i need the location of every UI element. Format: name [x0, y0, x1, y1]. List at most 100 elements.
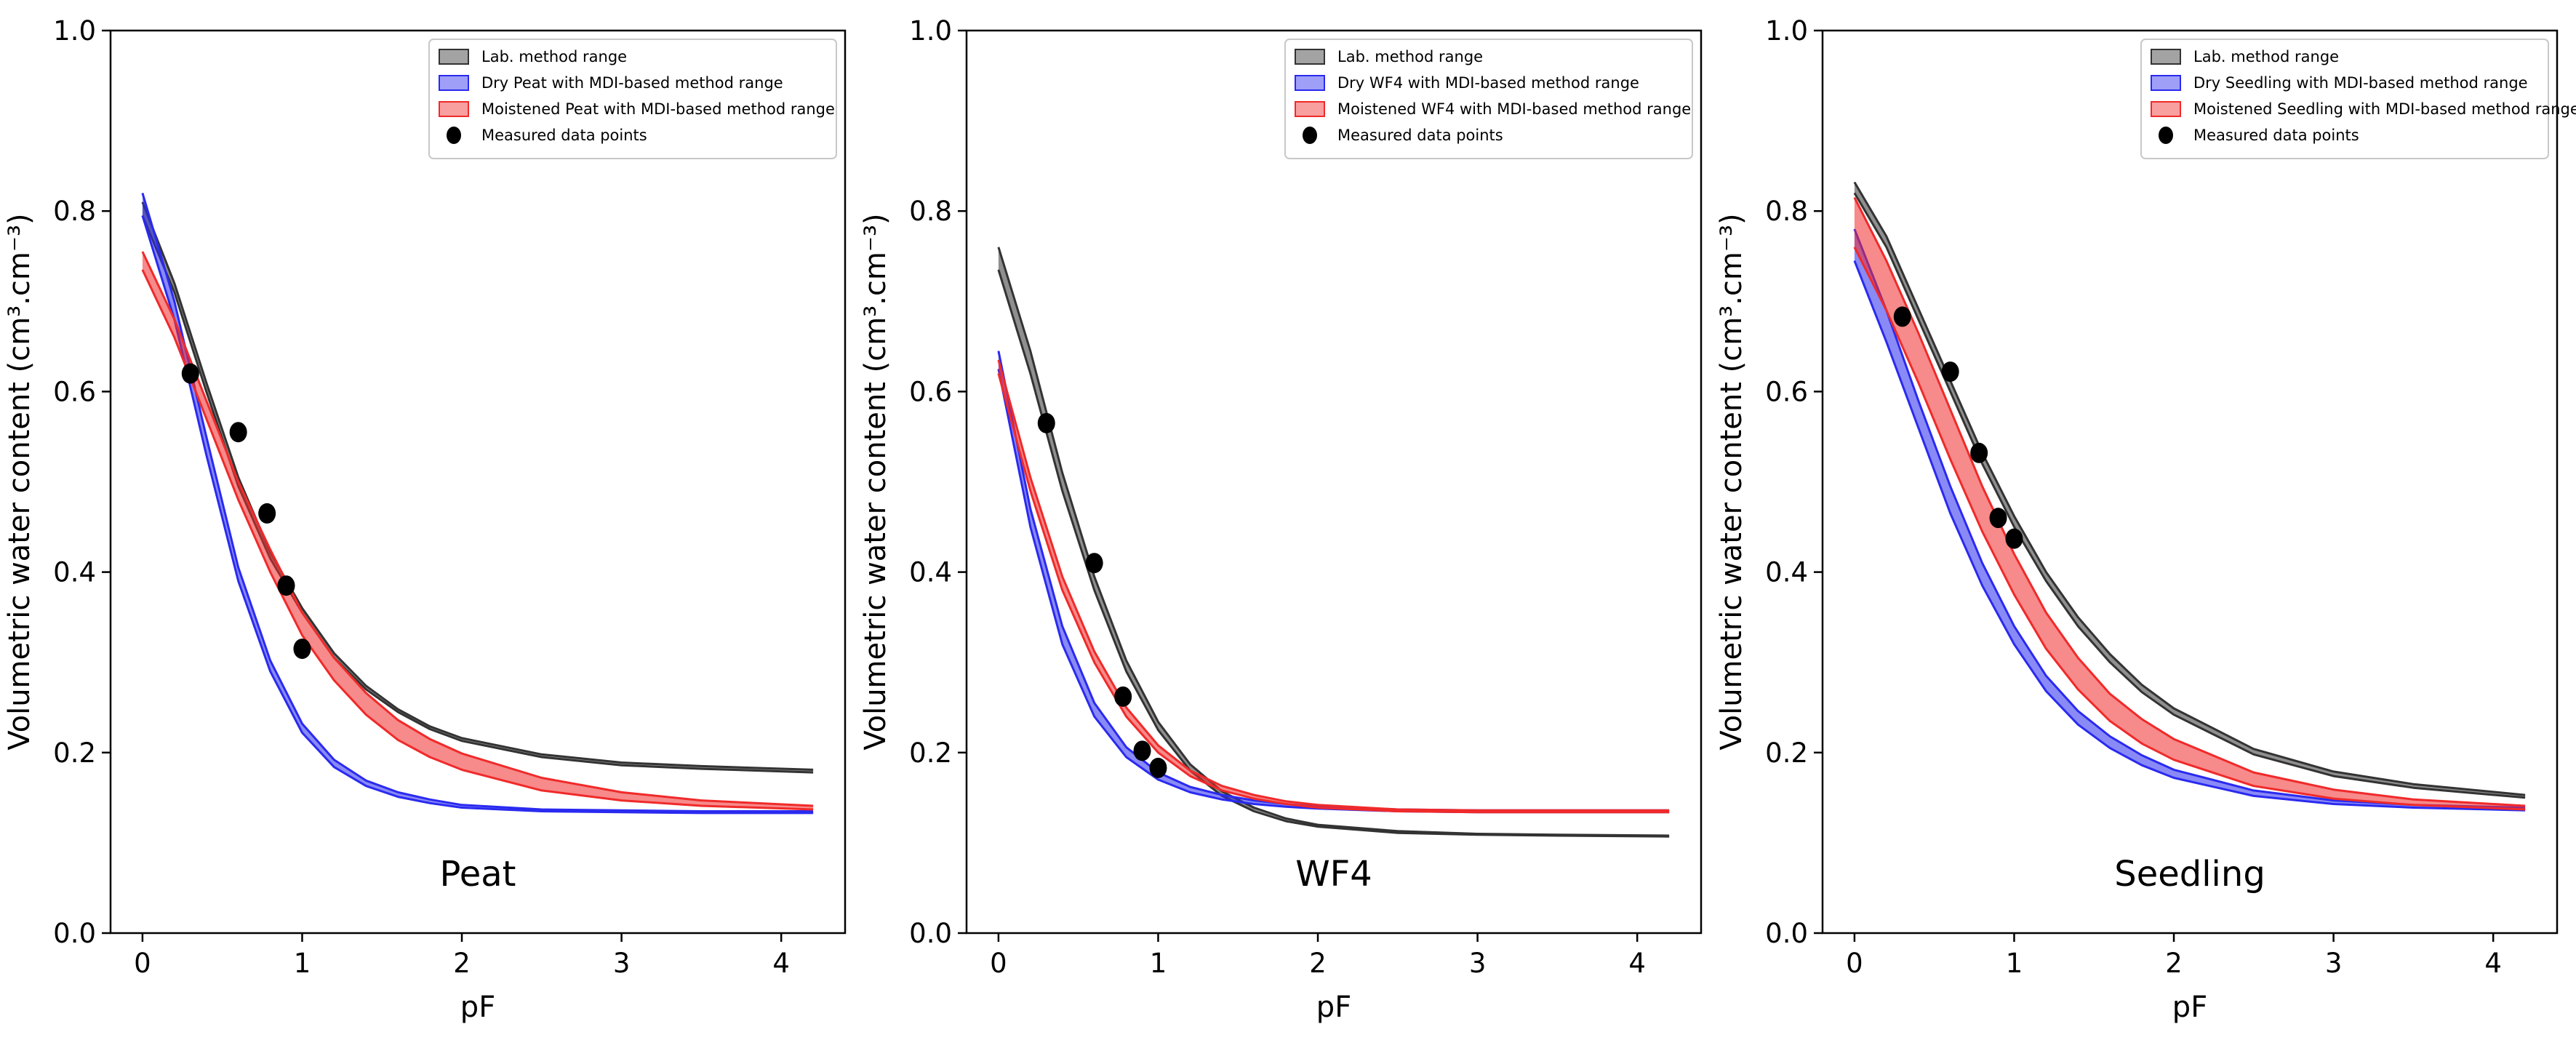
- measured-data-point: [1893, 306, 1911, 327]
- legend-box: [428, 39, 837, 159]
- legend-box: [2140, 39, 2549, 159]
- measured-data-point: [1989, 508, 2007, 529]
- y-tick-label: 0.0: [53, 918, 96, 949]
- legend-box: [1284, 39, 1693, 159]
- legend-label-points: Measured data points: [481, 127, 647, 144]
- legend-swatch-lab: [2151, 49, 2181, 65]
- chart-panel-wf4: 0 1 2 3 4 0.0 0.2 0.4 0.6 0.8 1.0 pF Volumetric wate…: [859, 15, 1703, 1024]
- measured-data-point: [258, 503, 276, 524]
- y-tick-label: 0.4: [1765, 557, 1808, 588]
- y-tick-label: 1.0: [1765, 15, 1808, 47]
- moist-range-lower-line: [997, 373, 1670, 814]
- plot-frame: [109, 29, 847, 935]
- measured-data-point: [2005, 528, 2023, 549]
- y-tick-label: 0.8: [53, 196, 96, 227]
- y-tick-label: 0.8: [909, 196, 952, 227]
- y-tick-label: 0.8: [1765, 196, 1808, 227]
- y-tick-label: 1.0: [53, 15, 96, 47]
- legend-swatch-moist: [2151, 101, 2181, 117]
- y-tick-label: 0.6: [1765, 376, 1808, 407]
- dry-range-upper-line: [141, 192, 814, 812]
- legend-swatch-dry: [1295, 75, 1325, 91]
- y-tick-label: 0.2: [909, 737, 952, 769]
- legend: Lab. method range Dry Seedling with MDI-b…: [2140, 39, 2576, 159]
- x-tick-label: 2: [453, 948, 471, 979]
- y-axis-label: Volumetric water content (cm³.cm⁻³): [3, 213, 36, 750]
- plot-frame: [965, 29, 1703, 935]
- measured-data-point: [1085, 553, 1103, 574]
- legend-label-lab: Lab. method range: [2193, 48, 2339, 65]
- moist-range-band: [1854, 197, 2526, 810]
- x-tick-label: 2: [2165, 948, 2183, 979]
- x-tick-label: 0: [990, 948, 1007, 979]
- measured-data-point: [1133, 740, 1151, 761]
- plot-frame: [1821, 29, 2559, 935]
- y-tick-label: 0.6: [909, 376, 952, 407]
- legend-label-dry: Dry Seedling with MDI-based method range: [2193, 74, 2528, 92]
- y-tick-label: 0.4: [53, 557, 96, 588]
- x-tick-label: 0: [134, 948, 151, 979]
- measured-data-point: [277, 575, 295, 596]
- moist-range-upper-line: [141, 251, 814, 807]
- x-tick-label: 3: [2325, 948, 2343, 979]
- legend-label-points: Measured data points: [1337, 127, 1503, 144]
- measured-data-point: [293, 639, 311, 660]
- y-tick-label: 0.0: [909, 918, 952, 949]
- legend-swatch-dry: [2151, 75, 2181, 91]
- measured-data-point: [1037, 412, 1055, 433]
- measured-data-point: [1970, 442, 1988, 463]
- y-tick-label: 0.2: [1765, 737, 1808, 769]
- panel-label: WF4: [1295, 854, 1372, 895]
- y-tick-label: 0.0: [1765, 918, 1808, 949]
- moist-range-upper-line: [997, 359, 1670, 812]
- measured-data-point: [1941, 361, 1959, 383]
- dry-range-lower-line: [141, 215, 814, 815]
- x-tick-label: 1: [294, 948, 311, 979]
- x-axis-label: pF: [460, 991, 495, 1024]
- moist-range-lower-line: [141, 269, 814, 811]
- x-axis-label: pF: [2172, 991, 2207, 1024]
- measured-data-point: [181, 363, 199, 384]
- lab-range-upper-line: [141, 201, 814, 771]
- dry-range-upper-line: [1853, 228, 2526, 809]
- x-tick-label: 0: [1846, 948, 1863, 979]
- x-tick-label: 4: [772, 948, 790, 979]
- dry-range-lower-line: [1853, 260, 2526, 812]
- lab-range-lower-line: [141, 215, 814, 774]
- legend-swatch-lab: [1295, 49, 1325, 65]
- legend-swatch-moist: [1295, 101, 1325, 117]
- y-axis-label: Volumetric water content (cm³.cm⁻³): [859, 213, 892, 750]
- moist-range-upper-line: [1853, 196, 2526, 807]
- legend-marker-points: [447, 127, 461, 144]
- legend-label-dry: Dry Peat with MDI-based method range: [481, 74, 783, 92]
- legend-swatch-lab: [439, 49, 469, 65]
- legend-marker-points: [1303, 127, 1317, 144]
- x-tick-label: 1: [2006, 948, 2023, 979]
- legend-label-moist: Moistened WF4 with MDI-based method rang…: [1337, 100, 1691, 118]
- measured-data-point: [1149, 757, 1167, 778]
- lab-range-upper-line: [1853, 181, 2526, 796]
- x-tick-label: 1: [1150, 948, 1167, 979]
- y-axis-label: Volumetric water content (cm³.cm⁻³): [1715, 213, 1748, 750]
- x-tick-label: 3: [1469, 948, 1487, 979]
- legend-swatch-moist: [439, 101, 469, 117]
- legend-label-moist: Moistened Peat with MDI-based method ran…: [481, 100, 835, 118]
- legend-label-lab: Lab. method range: [481, 48, 627, 65]
- measured-data-point: [229, 422, 247, 443]
- legend: Lab. method range Dry Peat with MDI-based…: [428, 39, 837, 159]
- moist-range-lower-line: [1853, 247, 2526, 811]
- lab-range-lower-line: [1853, 192, 2526, 799]
- y-tick-label: 0.6: [53, 376, 96, 407]
- y-tick-label: 0.2: [53, 737, 96, 769]
- chart-panel-peat: 0 1 2 3 4 0.0 0.2 0.4 0.6 0.8 1.0 pF Volumetric wate…: [3, 15, 847, 1024]
- chart-panel-seedling: 0 1 2 3 4 0.0 0.2 0.4 0.6 0.8 1.0 pF Volumetric wate…: [1715, 15, 2576, 1024]
- measured-data-point: [1114, 686, 1132, 707]
- legend-label-lab: Lab. method range: [1337, 48, 1483, 65]
- y-tick-label: 1.0: [909, 15, 952, 47]
- panel-label: Seedling: [2114, 854, 2265, 895]
- legend-swatch-dry: [439, 75, 469, 91]
- legend-label-moist: Moistened Seedling with MDI-based method…: [2193, 100, 2576, 118]
- panel-label: Peat: [440, 854, 516, 895]
